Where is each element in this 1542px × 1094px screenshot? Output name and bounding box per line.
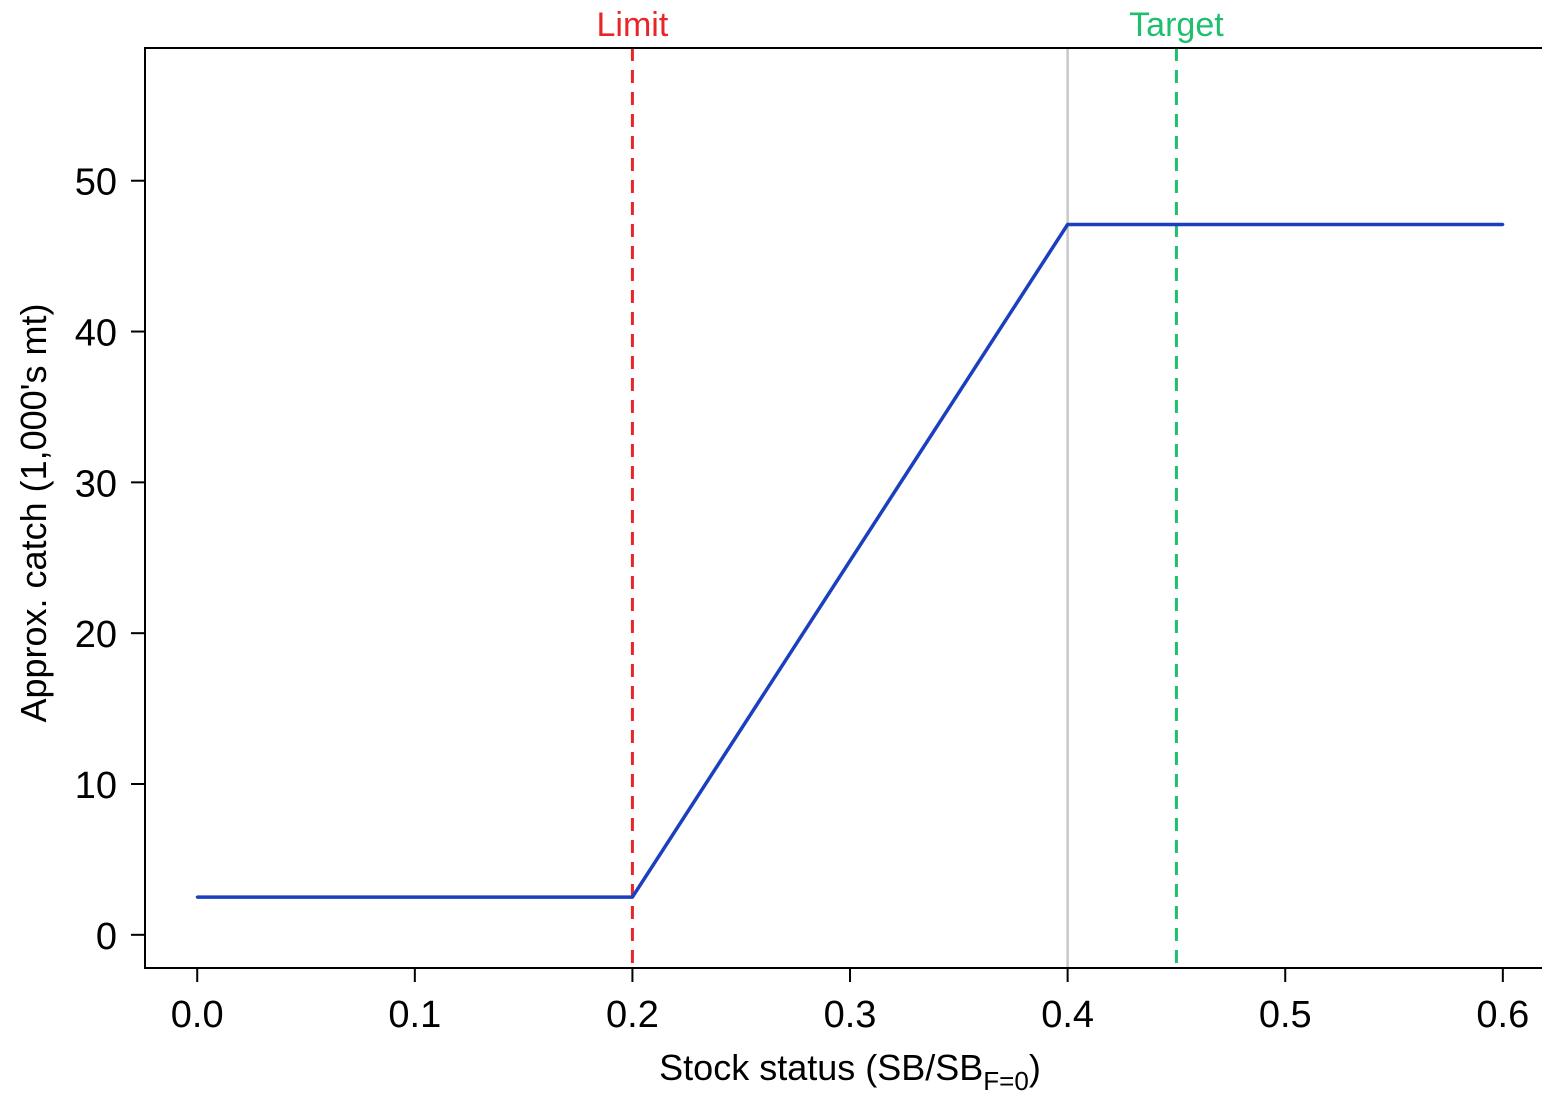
reference-label-limit: Limit: [597, 6, 669, 44]
x-axis-title-subscript: F=0: [983, 1066, 1029, 1094]
x-axis-title: Stock status (SB/SBF=0): [659, 1047, 1041, 1094]
x-axis-title-suffix: ): [1029, 1047, 1041, 1088]
reference-lines: [630, 48, 1178, 968]
series-layer: [195, 222, 1505, 899]
x-tick-label-2: 0.2: [606, 994, 659, 1036]
y-tick-label-3: 30: [75, 463, 117, 505]
annotations: Limit Target: [597, 6, 1225, 44]
reference-label-target: Target: [1129, 6, 1224, 44]
data-point-0-2: [1066, 222, 1070, 226]
x-tick-label-1: 0.1: [388, 994, 441, 1036]
plot-frame: [144, 47, 1542, 969]
x-tick-label-5: 0.5: [1259, 994, 1312, 1036]
data-point-0-3: [1501, 222, 1505, 226]
y-tick-label-5: 50: [75, 162, 117, 204]
x-tick-label-0: 0.0: [171, 994, 224, 1036]
y-tick-label-2: 20: [75, 614, 117, 656]
x-tick-label-4: 0.4: [1041, 994, 1094, 1036]
data-point-0-1: [630, 895, 634, 899]
x-axis: 0.0 0.1 0.2 0.3 0.4 0.5 0.6: [171, 967, 1529, 1036]
y-tick-label-4: 40: [75, 313, 117, 355]
x-tick-label-6: 0.6: [1476, 994, 1529, 1036]
y-tick-label-1: 10: [75, 765, 117, 807]
data-point-0-0: [195, 895, 199, 899]
y-tick-label-0: 0: [96, 916, 117, 958]
y-axis: 0 10 20 30 40 50: [75, 162, 146, 958]
x-tick-label-3: 0.3: [824, 994, 877, 1036]
x-axis-title-main: Stock status (SB/SB: [659, 1047, 983, 1088]
series-line-0: [197, 222, 1503, 899]
y-axis-title: Approx. catch (1,000's mt): [13, 303, 54, 722]
